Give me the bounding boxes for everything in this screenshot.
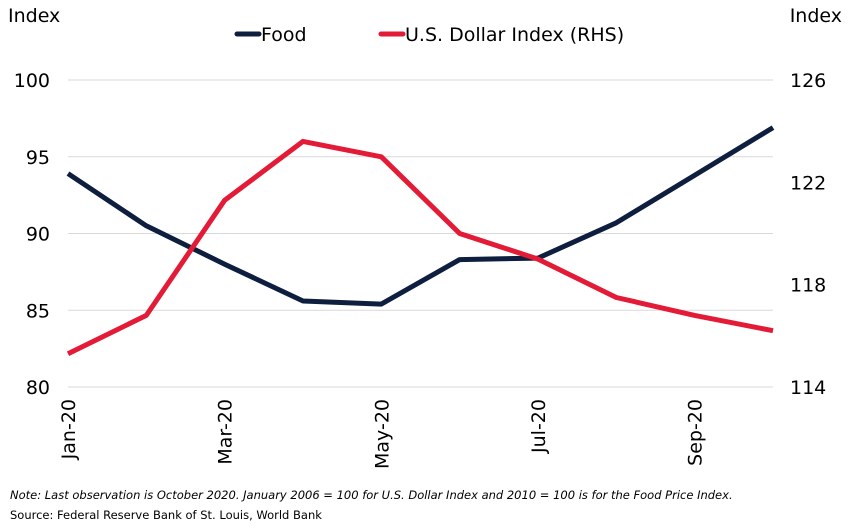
series-lines [66, 125, 775, 356]
left-tick-label: 85 [26, 300, 50, 322]
series-line-dollar-index [66, 138, 774, 356]
legend: Food U.S. Dollar Index (RHS) [234, 24, 624, 46]
left-axis-ticks: 100 95 90 85 80 [14, 70, 50, 399]
right-tick-label: 122 [790, 172, 826, 194]
left-tick-label: 80 [26, 377, 50, 399]
right-tick-label: 126 [790, 70, 826, 92]
x-tick-label: Sep-20 [685, 399, 707, 466]
right-tick-label: 114 [790, 377, 826, 399]
series-line-food [66, 125, 775, 307]
right-axis-ticks: 126 122 118 114 [790, 70, 826, 399]
x-tick-label: Jul-20 [528, 399, 550, 454]
chart-source: Source: Federal Reserve Bank of St. Loui… [10, 508, 322, 522]
x-tick-label: Jan-20 [58, 399, 80, 460]
x-axis-ticks: Jan-20 Mar-20 May-20 Jul-20 Sep-20 [58, 399, 707, 469]
left-tick-label: 90 [26, 224, 50, 246]
left-axis-label: Index [8, 5, 60, 27]
x-tick-label: May-20 [371, 399, 393, 469]
chart-note: Note: Last observation is October 2020. … [10, 488, 733, 502]
legend-label-dollar-index: U.S. Dollar Index (RHS) [405, 24, 624, 46]
left-tick-label: 95 [26, 147, 50, 169]
right-tick-label: 118 [790, 275, 826, 297]
right-axis-label: Index [790, 5, 842, 27]
gridlines [68, 79, 773, 388]
x-tick-label: Mar-20 [215, 399, 237, 465]
legend-label-food: Food [261, 24, 307, 46]
left-tick-label: 100 [14, 70, 50, 92]
